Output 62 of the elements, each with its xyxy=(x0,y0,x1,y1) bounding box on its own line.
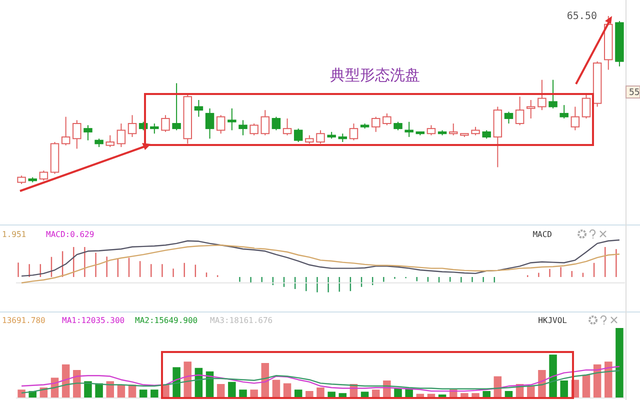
text: MACD:0.629 xyxy=(46,230,94,239)
candlestick xyxy=(116,123,126,148)
bar xyxy=(139,390,148,398)
candlestick xyxy=(228,108,236,131)
candlestick xyxy=(272,116,281,131)
text: MA2:15649.900 xyxy=(135,316,198,325)
text: HKJVOL xyxy=(538,316,568,325)
text: MA1:12035.300 xyxy=(62,316,125,325)
candlestick xyxy=(150,123,159,134)
candlestick xyxy=(161,114,170,132)
candlestick xyxy=(84,124,92,141)
candlestick xyxy=(194,100,204,118)
candlestick xyxy=(548,79,558,109)
annotation: 65.50 xyxy=(566,11,597,22)
bar xyxy=(150,390,158,398)
candlestick xyxy=(205,108,214,140)
candlestick xyxy=(282,118,292,136)
bar xyxy=(228,382,236,398)
candlestick xyxy=(106,134,114,148)
bar xyxy=(316,388,324,398)
candlestick xyxy=(238,120,248,136)
candlestick xyxy=(515,96,524,126)
candlestick xyxy=(250,123,258,136)
text: MA3:18161.676 xyxy=(210,316,273,325)
candlestick xyxy=(128,114,137,138)
candlestick xyxy=(260,110,270,136)
candlestick xyxy=(582,94,591,119)
candlestick xyxy=(560,104,568,119)
bar xyxy=(18,390,26,398)
text: 55 xyxy=(629,88,640,98)
annotation: 典型形态洗盘 xyxy=(330,66,420,84)
candlestick xyxy=(371,116,380,132)
candlestick xyxy=(316,130,325,144)
bar xyxy=(106,381,114,398)
bar xyxy=(95,383,103,398)
candlestick xyxy=(39,170,48,182)
candlestick xyxy=(349,123,358,141)
bar xyxy=(216,384,225,398)
bar xyxy=(604,362,612,398)
bar xyxy=(272,380,280,398)
bar xyxy=(560,380,568,398)
candlestick xyxy=(504,111,514,124)
bar xyxy=(582,374,590,398)
bar xyxy=(84,381,92,398)
candlestick xyxy=(382,112,392,126)
candlestick xyxy=(172,82,181,131)
candlestick xyxy=(294,128,303,142)
candlestick xyxy=(426,124,436,136)
candlestick xyxy=(570,106,580,131)
text: 13691.780 xyxy=(2,316,46,325)
text: MACD xyxy=(532,230,552,239)
candlestick xyxy=(72,120,82,150)
candlestick xyxy=(61,116,70,146)
bar xyxy=(549,354,557,398)
candlestick xyxy=(448,123,458,136)
bar xyxy=(616,328,624,398)
candlestick xyxy=(526,100,536,119)
candlestick xyxy=(404,121,414,138)
text: 1.951 xyxy=(2,230,26,239)
bar xyxy=(73,370,81,398)
candlestick xyxy=(216,114,226,134)
candlestick xyxy=(538,79,546,111)
